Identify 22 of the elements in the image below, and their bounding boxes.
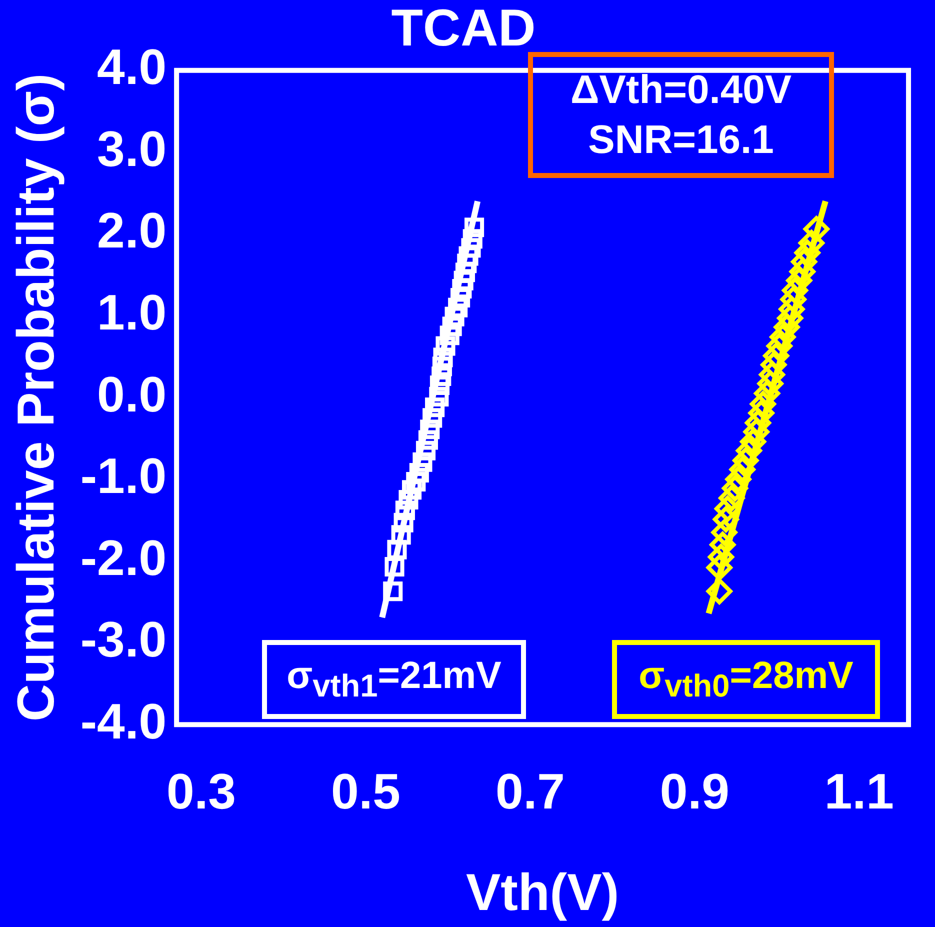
y-tick-label: 3.0 xyxy=(97,120,167,177)
x-tick-label: 1.1 xyxy=(824,763,894,820)
x-tick-label: 0.5 xyxy=(330,763,400,820)
text-frame: σ$_{vth0}$=28mV xyxy=(612,640,880,720)
y-tick-label: 2.0 xyxy=(97,202,167,259)
x-axis-title: Vth(V) xyxy=(466,864,620,922)
y-tick-label: -3.0 xyxy=(80,612,167,668)
y-axis-title: Cumulative Probability (σ) xyxy=(8,73,66,722)
x-tick-label: 0.7 xyxy=(495,763,565,820)
y-tick-label: -1.0 xyxy=(80,448,167,504)
y-tick-label: 1.0 xyxy=(97,284,167,341)
y-tick-label: 4.0 xyxy=(97,39,167,96)
y-tick-label: -2.0 xyxy=(80,530,167,586)
annotation: σ$_{vth0}$=28mV xyxy=(638,655,854,704)
y-tick-label: 0.0 xyxy=(97,366,167,422)
x-tick-label: 0.9 xyxy=(660,763,730,820)
x-tick-label: 0.3 xyxy=(166,763,236,820)
annotation: ΔVth=0.40V SNR=16.1 xyxy=(570,68,792,162)
text-frame: σ$_{vth1}$=21mV xyxy=(262,640,526,720)
text-frame: ΔVth=0.40V SNR=16.1 xyxy=(528,52,834,178)
annotation: σ$_{vth1}$=21mV xyxy=(286,655,502,704)
y-tick-label: -4.0 xyxy=(80,693,167,750)
